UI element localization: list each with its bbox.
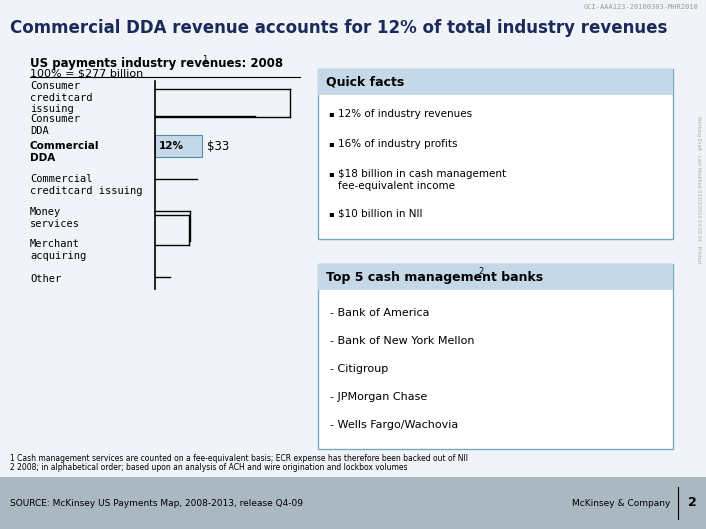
Text: ▪: ▪ <box>328 109 334 118</box>
Text: ▪: ▪ <box>328 209 334 218</box>
Bar <box>318 264 673 290</box>
Bar <box>0 477 706 529</box>
Text: Working Draft - Last Modified 03/03/2010 14:55:54   Printed: Working Draft - Last Modified 03/03/2010… <box>697 115 702 262</box>
Text: 12% of industry revenues: 12% of industry revenues <box>338 109 472 119</box>
Text: 1 Cash management services are counted on a fee-equivalent basis; ECR expense ha: 1 Cash management services are counted o… <box>10 454 468 463</box>
Text: 16% of industry profits: 16% of industry profits <box>338 139 457 149</box>
Text: $18 billion in cash management
fee-equivalent income: $18 billion in cash management fee-equiv… <box>338 169 506 190</box>
Text: ▪: ▪ <box>328 139 334 148</box>
Text: US payments industry revenues: 2008: US payments industry revenues: 2008 <box>30 57 283 70</box>
Text: Top 5 cash management banks: Top 5 cash management banks <box>326 270 543 284</box>
Text: Commercial
DDA: Commercial DDA <box>30 141 100 162</box>
Bar <box>318 69 673 239</box>
Text: - Bank of New York Mellon: - Bank of New York Mellon <box>330 336 474 346</box>
Bar <box>318 69 673 95</box>
Text: - Bank of America: - Bank of America <box>330 308 429 318</box>
Text: 2 2008; in alphabetical order; based upon an analysis of ACH and wire originatio: 2 2008; in alphabetical order; based upo… <box>10 463 407 472</box>
Text: Consumer
DDA: Consumer DDA <box>30 114 80 135</box>
Text: - JPMorgan Chase: - JPMorgan Chase <box>330 392 427 402</box>
Text: 2: 2 <box>688 497 696 509</box>
Text: Other: Other <box>30 274 61 284</box>
Text: - Wells Fargo/Wachovia: - Wells Fargo/Wachovia <box>330 420 458 430</box>
Text: 12%: 12% <box>159 141 184 151</box>
Bar <box>155 135 202 157</box>
Text: Consumer
creditcard
issuing: Consumer creditcard issuing <box>30 81 92 114</box>
Text: $33: $33 <box>207 140 229 152</box>
Bar <box>318 264 673 449</box>
Text: Commercial DDA revenue accounts for 12% of total industry revenues: Commercial DDA revenue accounts for 12% … <box>10 19 667 37</box>
Text: $10 billion in NII: $10 billion in NII <box>338 209 422 219</box>
Text: Commercial
creditcard issuing: Commercial creditcard issuing <box>30 174 143 196</box>
Text: Quick facts: Quick facts <box>326 76 405 88</box>
Text: ▪: ▪ <box>328 169 334 178</box>
Text: 2: 2 <box>478 267 483 276</box>
Text: 1: 1 <box>202 55 208 64</box>
Text: SOURCE: McKinsey US Payments Map, 2008-2013, release Q4-09: SOURCE: McKinsey US Payments Map, 2008-2… <box>10 498 303 507</box>
Text: 100% = $277 billion: 100% = $277 billion <box>30 69 143 79</box>
Text: Money
services: Money services <box>30 207 80 229</box>
Text: GCI-AAA123-20100303-MHR2010: GCI-AAA123-20100303-MHR2010 <box>583 4 698 10</box>
Text: - Citigroup: - Citigroup <box>330 364 388 374</box>
Text: Merchant
acquiring: Merchant acquiring <box>30 239 86 261</box>
Text: McKinsey & Company: McKinsey & Company <box>572 498 671 507</box>
